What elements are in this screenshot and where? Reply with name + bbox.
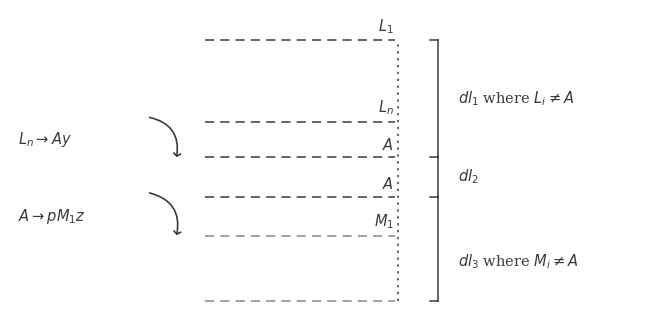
Text: $dl_3$ where $M_i \neq A$: $dl_3$ where $M_i \neq A$ (458, 252, 579, 271)
Text: $L_n \rightarrow Ay$: $L_n \rightarrow Ay$ (18, 130, 72, 149)
Text: $L_1$: $L_1$ (378, 17, 394, 35)
Text: $L_n$: $L_n$ (378, 98, 394, 117)
Text: $dl_1$ where $L_i \neq A$: $dl_1$ where $L_i \neq A$ (458, 90, 575, 108)
Text: $A$: $A$ (382, 175, 394, 192)
Text: $dl_2$: $dl_2$ (458, 168, 479, 186)
Text: $A \rightarrow pM_1z$: $A \rightarrow pM_1z$ (18, 207, 86, 226)
Text: $M_1$: $M_1$ (374, 212, 394, 231)
Text: $A$: $A$ (382, 137, 394, 153)
